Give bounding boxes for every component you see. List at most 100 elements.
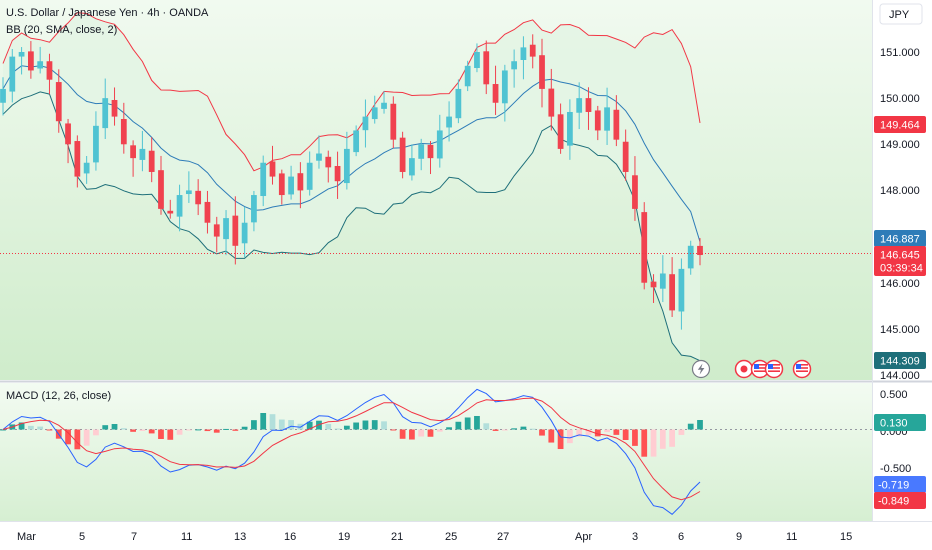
candle-up[interactable] — [501, 70, 508, 104]
candle-down[interactable] — [232, 215, 239, 246]
candle-up[interactable] — [511, 61, 518, 70]
candle-up[interactable] — [520, 47, 527, 60]
signal-line-badge: -0.849 — [874, 492, 926, 509]
candle-up[interactable] — [260, 162, 267, 197]
candle-up[interactable] — [436, 130, 443, 159]
candle-up[interactable] — [474, 52, 480, 69]
candle-down[interactable] — [55, 82, 62, 122]
candle-up[interactable] — [9, 56, 16, 92]
candle-up[interactable] — [678, 268, 685, 312]
candle-up[interactable] — [223, 218, 229, 240]
candle-down[interactable] — [613, 109, 620, 140]
us-flag-event-icon[interactable] — [792, 359, 812, 379]
candle-up[interactable] — [102, 98, 109, 129]
candle-up[interactable] — [567, 111, 573, 146]
candle-down[interactable] — [390, 103, 397, 140]
candle-down[interactable] — [27, 51, 34, 71]
macd-pane[interactable] — [0, 383, 872, 521]
candle-up[interactable] — [604, 107, 610, 131]
bb-legend[interactable]: BB (20, SMA, close, 2) — [6, 24, 117, 36]
symbol-title: U.S. Dollar / Japanese Yen · 4h · OANDA — [6, 7, 209, 19]
candle-up[interactable] — [37, 61, 44, 69]
candle-up[interactable] — [0, 88, 6, 103]
candle-down[interactable] — [269, 161, 276, 177]
candle-down[interactable] — [650, 281, 657, 288]
candle-down[interactable] — [669, 274, 676, 311]
candle-down[interactable] — [492, 84, 499, 103]
candle-down[interactable] — [641, 212, 648, 283]
candle-up[interactable] — [659, 273, 666, 289]
candle-down[interactable] — [204, 201, 211, 223]
candle-up[interactable] — [176, 195, 183, 217]
event-markers[interactable] — [691, 359, 812, 379]
candle-down[interactable] — [548, 88, 555, 117]
candle-up[interactable] — [362, 116, 369, 131]
candle-up[interactable] — [185, 190, 192, 195]
candle-down[interactable] — [427, 144, 434, 159]
macd-legend[interactable]: MACD (12, 26, close) — [6, 390, 111, 402]
candle-up[interactable] — [139, 148, 146, 160]
candle-down[interactable] — [529, 44, 536, 57]
candle-down[interactable] — [483, 51, 490, 85]
macd-indicator-title: MACD (12, 26, close) — [6, 390, 112, 402]
candle-down[interactable] — [539, 55, 545, 89]
candle-down[interactable] — [111, 99, 118, 117]
candle-down[interactable] — [46, 61, 53, 80]
candle-down[interactable] — [622, 141, 629, 172]
candle-down[interactable] — [74, 141, 81, 177]
currency-label: JPY — [889, 9, 910, 21]
candle-down[interactable] — [297, 173, 304, 191]
price-axis[interactable]: 151.000 150.000 149.000 148.000 146.000 … — [880, 47, 920, 382]
candle-down[interactable] — [334, 165, 341, 182]
candle-down[interactable] — [594, 110, 601, 131]
candle-up[interactable] — [241, 222, 248, 244]
candle-down[interactable] — [557, 114, 564, 149]
candle-up[interactable] — [18, 52, 25, 57]
candle-up[interactable] — [93, 125, 99, 163]
economic-event-icon[interactable] — [734, 359, 754, 379]
candle-down[interactable] — [195, 190, 202, 205]
candle-up[interactable] — [353, 130, 360, 153]
bb-lower-badge: 144.309 — [874, 352, 926, 369]
candle-down[interactable] — [585, 98, 592, 112]
candle-up[interactable] — [83, 162, 90, 174]
jp-flag-icon[interactable] — [764, 359, 784, 379]
symbol-legend[interactable]: U.S. Dollar / Japanese Yen · 4h · OANDA — [6, 7, 208, 19]
candle-up[interactable] — [316, 153, 322, 161]
candle-up[interactable] — [418, 144, 425, 159]
macd-histogram-bar — [46, 429, 53, 431]
dividend-flash-icon[interactable] — [691, 359, 711, 379]
candle-down[interactable] — [130, 145, 136, 159]
candle-down[interactable] — [697, 245, 703, 256]
candle-down[interactable] — [120, 118, 127, 145]
candle-down[interactable] — [167, 210, 174, 214]
candle-up[interactable] — [371, 107, 378, 120]
candle-up[interactable] — [455, 88, 462, 119]
candle-down[interactable] — [158, 170, 164, 209]
candle-up[interactable] — [288, 176, 294, 195]
time-axis[interactable]: Mar 5 7 11 13 16 19 21 25 27 Apr 3 6 9 1… — [17, 531, 852, 543]
candle-down[interactable] — [148, 150, 155, 172]
candle-down[interactable] — [632, 175, 638, 209]
candle-up[interactable] — [343, 148, 350, 184]
currency-button[interactable]: JPY — [879, 3, 923, 25]
macd-histogram-bar — [325, 423, 332, 430]
candle-down[interactable] — [399, 137, 406, 172]
macd-histogram-bar — [418, 429, 425, 437]
candle-up[interactable] — [464, 65, 471, 87]
candle-down[interactable] — [213, 224, 220, 237]
candle-up[interactable] — [251, 195, 257, 223]
candle-up[interactable] — [306, 162, 313, 190]
candle-down[interactable] — [278, 173, 285, 196]
candlestick-series[interactable] — [0, 34, 703, 330]
candle-up[interactable] — [576, 98, 583, 113]
candle-up[interactable] — [687, 245, 694, 269]
candle-down[interactable] — [325, 156, 332, 168]
bb-fill — [3, 12, 700, 361]
candle-up[interactable] — [446, 116, 452, 128]
candle-up[interactable] — [381, 102, 387, 109]
candle-up[interactable] — [409, 158, 415, 176]
candle-down[interactable] — [65, 123, 71, 145]
macd-histogram-bar — [501, 429, 508, 431]
